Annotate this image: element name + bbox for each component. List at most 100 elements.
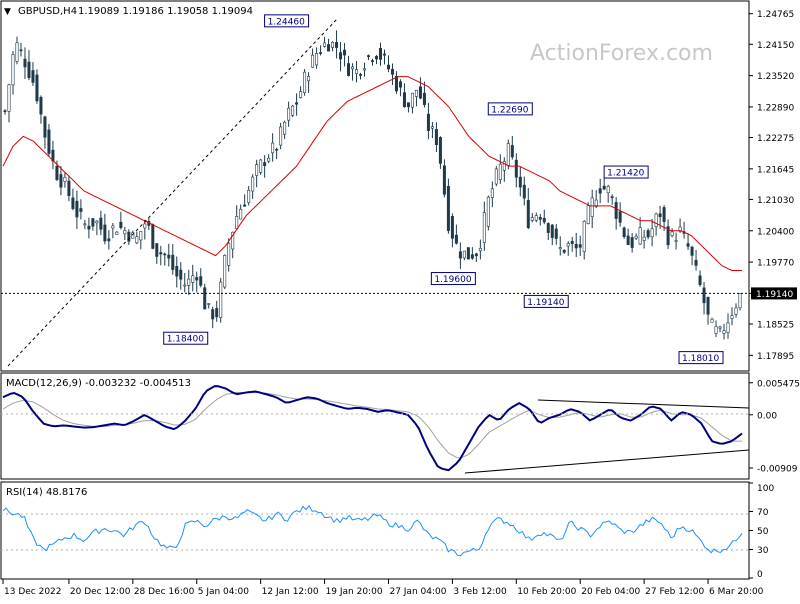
- candle: [155, 243, 159, 264]
- candle: [283, 120, 287, 140]
- candle: [119, 211, 123, 230]
- candle: [518, 167, 522, 197]
- candle: [235, 205, 239, 230]
- candle: [191, 264, 195, 292]
- candle: [175, 256, 179, 288]
- candle: [315, 47, 319, 69]
- candle: [335, 30, 339, 59]
- candle: [263, 155, 267, 178]
- svg-text:1.22690: 1.22690: [491, 105, 528, 115]
- candle: [534, 212, 538, 223]
- candle: [382, 49, 386, 65]
- candle: [347, 55, 351, 77]
- svg-text:1.18010: 1.18010: [682, 354, 719, 364]
- ohlc-label: 1.19089 1.19186 1.19058 1.19094: [78, 6, 253, 17]
- candle: [410, 92, 414, 114]
- svg-text:1.19600: 1.19600: [434, 275, 471, 285]
- candle: [339, 42, 343, 72]
- rising-trendline: [7, 17, 339, 367]
- symbol-label: GBPUSD,H4: [18, 6, 77, 17]
- candle: [327, 38, 331, 52]
- candle: [554, 223, 558, 245]
- candle: [586, 202, 590, 225]
- candle: [702, 282, 706, 315]
- candle: [398, 79, 402, 97]
- candle: [698, 270, 702, 287]
- candle: [522, 176, 526, 206]
- candle: [690, 245, 694, 266]
- candle: [359, 72, 363, 80]
- candle: [355, 61, 359, 83]
- candle: [414, 89, 418, 107]
- rsi-tick-label: 70: [757, 508, 769, 518]
- candle: [502, 157, 506, 182]
- price-tick-label: 1.19770: [757, 259, 794, 269]
- candle: [71, 188, 75, 211]
- svg-text:1.24460: 1.24460: [268, 17, 305, 27]
- rsi-axis: 100 70 50 30 0: [749, 482, 774, 580]
- candle: [7, 83, 11, 123]
- candle: [83, 219, 87, 230]
- candle: [626, 228, 630, 246]
- candle: [718, 325, 722, 333]
- swing-label: 1.18400: [163, 331, 209, 345]
- candle: [107, 230, 111, 250]
- candle: [546, 222, 550, 240]
- candle: [722, 323, 726, 340]
- candle: [295, 93, 299, 116]
- candle: [43, 115, 47, 149]
- candle: [255, 159, 259, 188]
- rsi-tick-label: 100: [757, 484, 774, 494]
- price-tick-label: 1.17895: [757, 352, 794, 362]
- candle: [23, 47, 27, 80]
- candle: [630, 233, 634, 253]
- price-tick-label: 1.22890: [757, 103, 794, 113]
- candle: [542, 209, 546, 225]
- candle: [394, 71, 398, 94]
- candle: [243, 194, 247, 207]
- price-tick-label: 1.22275: [757, 134, 794, 144]
- candle: [303, 69, 307, 96]
- candle: [67, 175, 71, 202]
- macd-panel-frame: [0, 372, 750, 480]
- candle: [646, 228, 650, 240]
- candle: [390, 63, 394, 86]
- candle: [307, 72, 311, 93]
- time-tick-label: 28 Dec 16:00: [134, 587, 195, 597]
- candle: [207, 303, 211, 309]
- macd-label: MACD(12,26,9) -0.003232 -0.004513: [6, 378, 191, 389]
- candle: [642, 229, 646, 249]
- candle: [706, 296, 710, 325]
- rsi-tick-label: 30: [757, 546, 769, 556]
- candle: [634, 233, 638, 240]
- rsi-line: [2, 504, 743, 557]
- candle: [598, 178, 602, 204]
- candle: [470, 247, 474, 260]
- candle: [582, 220, 586, 260]
- candle: [363, 62, 367, 77]
- candle: [714, 320, 718, 338]
- candle: [446, 178, 450, 234]
- candle: [275, 147, 279, 160]
- candle: [367, 54, 371, 61]
- rsi-tick-label: 50: [757, 527, 769, 537]
- candle: [618, 202, 622, 227]
- candle: [99, 210, 103, 236]
- candle: [199, 268, 203, 288]
- macd-tick-label: 0.005475: [757, 379, 800, 389]
- candle: [135, 231, 139, 245]
- candle: [47, 124, 51, 157]
- candle: [490, 181, 494, 208]
- candle: [442, 159, 446, 198]
- current-price-tag: 1.19140: [751, 287, 797, 300]
- candle: [734, 303, 738, 318]
- candle: [662, 205, 666, 231]
- svg-text:1.21420: 1.21420: [607, 169, 644, 179]
- candle: [171, 244, 175, 275]
- svg-text:1.18400: 1.18400: [167, 335, 204, 345]
- candle: [654, 212, 658, 236]
- candle: [63, 171, 67, 188]
- candle: [526, 188, 530, 230]
- candle: [418, 77, 422, 100]
